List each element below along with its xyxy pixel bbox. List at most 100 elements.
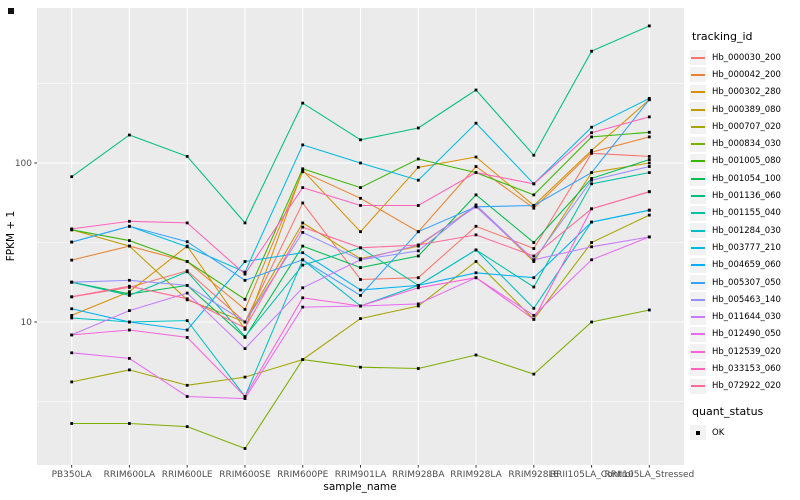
legend-key-line-icon xyxy=(691,108,705,111)
legend-item-label: Hb_005307_050 xyxy=(712,277,781,288)
y-tick-label: 100 xyxy=(15,159,32,169)
data-point xyxy=(647,24,651,28)
data-point xyxy=(532,204,536,207)
data-point xyxy=(532,285,536,289)
legend-item-label: Hb_001284_030 xyxy=(712,225,781,236)
data-point xyxy=(590,241,593,244)
x-tick-label: RRIM600PE xyxy=(277,470,329,480)
data-point xyxy=(185,240,189,244)
data-point xyxy=(359,304,362,308)
data-point xyxy=(647,130,651,134)
data-point xyxy=(128,309,131,312)
data-point xyxy=(301,231,305,234)
data-point xyxy=(532,317,536,321)
legend-key-line-icon xyxy=(691,350,705,353)
data-point xyxy=(301,221,305,225)
data-point xyxy=(301,358,305,361)
data-point xyxy=(590,182,593,186)
data-point xyxy=(70,316,74,320)
legend-item: Hb_012490_050 xyxy=(690,326,800,343)
legend-item-label: Hb_000030_200 xyxy=(712,52,781,63)
data-point xyxy=(532,306,536,310)
data-point xyxy=(532,372,536,376)
data-point xyxy=(301,286,305,290)
data-point xyxy=(243,335,247,338)
data-point xyxy=(359,278,362,281)
data-point xyxy=(416,254,420,258)
y-axis-title: FPKM + 1 xyxy=(5,211,17,261)
data-point xyxy=(590,245,593,249)
legend-key xyxy=(690,326,706,342)
data-point xyxy=(647,308,651,312)
legend-key-line-icon xyxy=(691,298,705,301)
x-tick-label: RRIM901LA xyxy=(335,470,387,480)
data-point xyxy=(70,258,74,262)
legend-item-label: Hb_004659_060 xyxy=(712,260,781,271)
legend-item: Hb_005463_140 xyxy=(690,291,800,308)
legend-key-line-icon xyxy=(691,246,705,249)
data-points xyxy=(70,24,651,450)
legend-key xyxy=(690,171,706,187)
legend-item: Hb_001136_060 xyxy=(690,187,800,204)
legend-title-quant-status: quant_status xyxy=(692,404,764,418)
data-point xyxy=(301,170,305,174)
data-point xyxy=(590,135,593,139)
data-point xyxy=(301,251,305,255)
data-point xyxy=(474,260,478,263)
legend-key xyxy=(690,205,706,221)
legend-key xyxy=(690,153,706,169)
quant-status-items: OK xyxy=(690,424,800,441)
data-point xyxy=(647,115,651,119)
legend-key xyxy=(690,292,706,308)
data-point xyxy=(243,308,247,311)
stray-mark xyxy=(8,8,14,14)
legend-item: Hb_001005_080 xyxy=(690,153,800,170)
data-point xyxy=(590,150,593,154)
data-point xyxy=(416,157,420,161)
x-tick-label: RRIM928BA xyxy=(392,470,445,480)
data-point xyxy=(359,365,362,369)
data-point xyxy=(416,243,420,247)
legend-key-line-icon xyxy=(691,281,705,284)
legend-item-label: Hb_000389_080 xyxy=(712,104,781,115)
legend-key xyxy=(690,378,706,394)
x-tick-label: RRIM600LE xyxy=(162,470,213,480)
data-point xyxy=(185,425,189,428)
data-point xyxy=(474,193,478,197)
legend-item-label: Hb_001136_060 xyxy=(712,191,781,202)
data-point xyxy=(70,175,74,179)
data-point xyxy=(359,288,362,292)
data-point xyxy=(474,155,478,159)
data-point xyxy=(532,241,536,244)
legend-item-label: Hb_012490_050 xyxy=(712,329,781,340)
data-point xyxy=(128,239,131,242)
data-point xyxy=(647,155,651,158)
legend-title-tracking-id: tracking_id xyxy=(692,30,753,43)
data-point xyxy=(301,258,305,262)
legend-key xyxy=(690,275,706,290)
data-point xyxy=(243,326,247,330)
data-point xyxy=(185,260,189,263)
data-point xyxy=(359,317,362,320)
data-point xyxy=(185,291,189,295)
data-point xyxy=(243,447,247,450)
data-point xyxy=(70,333,74,337)
data-point xyxy=(185,221,189,225)
quant-status-label: OK xyxy=(712,427,725,438)
legend-key-line-icon xyxy=(691,160,705,163)
data-point xyxy=(474,171,478,174)
data-point xyxy=(243,260,247,263)
data-point xyxy=(301,167,305,171)
data-point xyxy=(416,126,420,130)
legend-item: Hb_000834_030 xyxy=(690,135,800,152)
data-point xyxy=(416,204,420,207)
legend-key xyxy=(690,102,706,118)
legend-item: Hb_000030_200 xyxy=(690,49,800,66)
legend-item-label: Hb_000707_020 xyxy=(712,121,781,132)
data-point xyxy=(185,155,189,158)
data-point xyxy=(590,258,593,262)
data-point xyxy=(128,368,131,372)
data-point xyxy=(185,297,189,301)
data-point xyxy=(647,208,651,212)
